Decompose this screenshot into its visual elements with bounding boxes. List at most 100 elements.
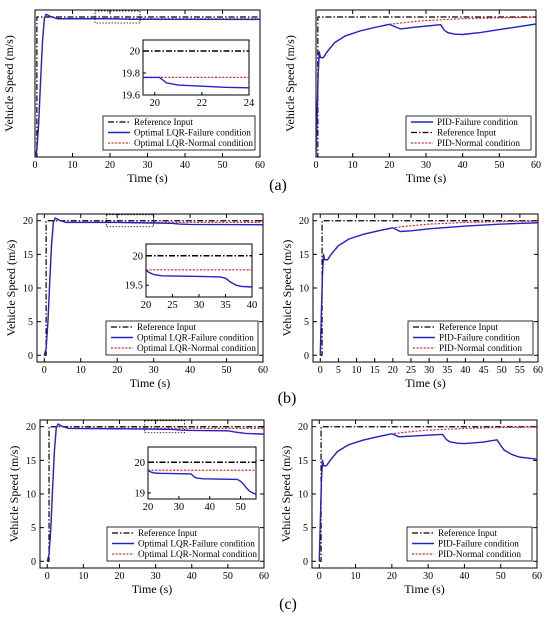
chart-c-lqr: 0 10 20 30 40 50 60 0 5 10 15 20 Time (s) Vehicle Spe… <box>7 419 269 596</box>
chart-b-lqr: 0 10 20 30 40 50 60 0 5 10 15 20 Time (s) Vehicle Spe… <box>4 213 268 390</box>
x-tick-label: 30 <box>421 160 431 171</box>
x-tick-label: 60 <box>259 571 269 582</box>
x-axis-label: Time (s) <box>404 582 445 596</box>
legend-entry: Optimal LQR-Failure condition <box>137 333 254 343</box>
inset-y-tick-label: 20 <box>133 251 144 262</box>
inset-y-tick-label: 19.8 <box>122 69 140 80</box>
row-label-a: (a) <box>269 177 287 194</box>
x-tick-label: 20 <box>114 571 124 582</box>
x-tick-label: 30 <box>424 365 434 376</box>
inset-y-tick-label: 20 <box>130 47 141 58</box>
legend-entry: Optimal LQR-Normal condition <box>137 343 256 353</box>
x-tick-label: 20 <box>387 571 397 582</box>
inset-series-line-failure <box>143 76 249 89</box>
series-line-reference <box>35 16 260 157</box>
y-tick-label: 5 <box>31 523 36 534</box>
inset-series-line-failure <box>148 469 256 496</box>
y-tick-label: 20 <box>299 216 309 227</box>
x-tick-label: 0 <box>314 160 319 171</box>
inset-x-tick-label: 30 <box>194 300 205 311</box>
series-group <box>316 16 536 157</box>
y-tick-label: 10 <box>298 490 308 501</box>
x-tick-label: 50 <box>223 571 233 582</box>
y-tick-label: 5 <box>303 523 308 534</box>
y-tick-label: 0 <box>304 351 309 362</box>
legend-entry: Reference Input <box>134 117 193 127</box>
series-group <box>46 423 264 562</box>
x-tick-label: 10 <box>78 571 88 582</box>
x-tick-label: 30 <box>151 571 161 582</box>
x-tick-label: 20 <box>388 365 398 376</box>
x-tick-label: 10 <box>68 160 78 171</box>
legend-entry: Reference Input <box>439 322 498 332</box>
inset-x-tick-label: 24 <box>244 98 255 109</box>
x-tick-label: 60 <box>258 365 268 376</box>
x-tick-label: 60 <box>531 160 541 171</box>
x-tick-label: 10 <box>76 365 86 376</box>
y-axis-label: Vehicle Speed (m/s) <box>4 240 18 337</box>
x-tick-label: 45 <box>479 365 489 376</box>
y-axis-label: Vehicle Speed (m/s) <box>7 446 21 543</box>
series-group <box>35 13 260 157</box>
x-tick-label: 40 <box>458 160 468 171</box>
y-tick-label: 20 <box>298 422 308 433</box>
series-line-failure <box>319 222 538 356</box>
y-axis-label: Vehicle Speed (m/s) <box>279 446 293 543</box>
legend-entry: Optimal LQR-Failure condition <box>138 539 255 549</box>
inset-x-tick-label: 50 <box>235 502 246 513</box>
x-tick-label: 50 <box>218 160 228 171</box>
x-tick-label: 25 <box>406 365 416 376</box>
inset-series-group <box>146 255 252 288</box>
x-tick-label: 0 <box>318 365 323 376</box>
inset-series-group <box>148 461 256 496</box>
y-tick-label: 10 <box>299 284 309 295</box>
x-axis-label: Time (s) <box>405 376 446 390</box>
series-group <box>43 217 263 356</box>
x-tick-label: 20 <box>384 160 394 171</box>
inset-frame <box>142 39 250 96</box>
chart-c-pid: 0 10 20 30 40 50 60 0 5 10 15 20 Time (s) Vehicle Spe… <box>279 419 542 596</box>
x-axis-label: Time (s) <box>406 171 447 185</box>
x-tick-label: 60 <box>533 365 543 376</box>
series-line-failure <box>318 433 537 562</box>
inset-chart: 20 22 24 19.6 19.8 20 <box>122 39 255 109</box>
y-tick-label: 15 <box>26 456 36 467</box>
series-line-failure <box>35 13 260 157</box>
inset-y-tick-label: 19 <box>135 488 146 499</box>
x-tick-label: 0 <box>45 571 50 582</box>
inset-series-group <box>143 50 249 89</box>
x-tick-label: 55 <box>515 365 525 376</box>
y-tick-label: 0 <box>303 557 308 568</box>
x-tick-label: 60 <box>532 571 542 582</box>
legend-entry: PID-Normal condition <box>439 343 522 353</box>
x-tick-label: 30 <box>143 160 153 171</box>
y-tick-label: 20 <box>26 422 36 433</box>
y-axis-label: Vehicle Speed (m/s) <box>2 35 16 132</box>
legend-entry: Reference Input <box>437 128 496 138</box>
legend-entry: Reference Input <box>138 528 197 538</box>
y-tick-label: 15 <box>299 250 309 261</box>
chart-a-pid: 0 10 20 30 40 50 60 Time (s) Vehicle Speed (m/s)… <box>283 9 541 185</box>
x-tick-label: 5 <box>336 365 341 376</box>
y-tick-label: 0 <box>28 351 33 362</box>
series-line-failure <box>316 23 536 157</box>
x-tick-label: 20 <box>112 365 122 376</box>
y-tick-label: 15 <box>23 250 33 261</box>
legend-entry: Reference Input <box>137 322 196 332</box>
y-tick-label: 10 <box>26 490 36 501</box>
y-tick-label: 5 <box>28 317 33 328</box>
x-tick-label: 40 <box>460 365 470 376</box>
inset-x-tick-label: 35 <box>220 300 231 311</box>
series-line-reference <box>44 220 263 356</box>
x-tick-label: 50 <box>494 160 504 171</box>
series-line-reference <box>47 426 264 562</box>
x-tick-label: 50 <box>497 365 507 376</box>
legend-entry: PID-Normal condition <box>438 549 521 559</box>
inset-chart: 20 25 30 35 40 19.5 20 <box>125 243 257 311</box>
inset-chart: 20 30 40 50 19 20 <box>135 446 257 513</box>
series-line-failure <box>43 217 263 356</box>
